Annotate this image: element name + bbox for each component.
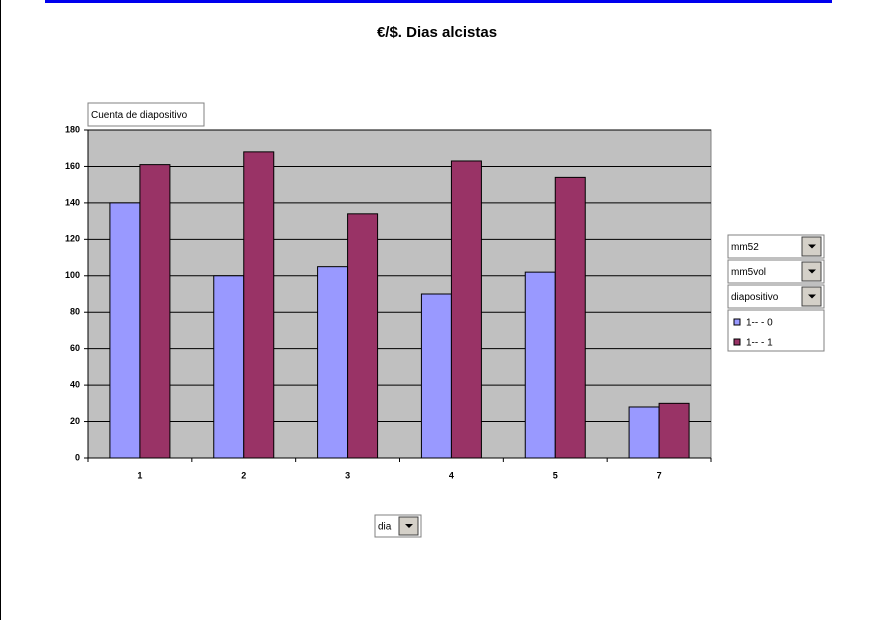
x-tick-label: 7 xyxy=(657,470,662,480)
bar xyxy=(109,202,141,459)
y-tick-label: 0 xyxy=(75,452,80,462)
y-tick-label: 60 xyxy=(70,343,80,353)
bar xyxy=(317,266,349,459)
legend-label: 1-- - 0 xyxy=(746,318,773,329)
x-tick-label: 4 xyxy=(449,470,454,480)
legend xyxy=(727,309,825,352)
series-field-button[interactable] xyxy=(727,234,825,259)
dropdown-arrow xyxy=(405,524,413,528)
y-tick-label: 80 xyxy=(70,307,80,317)
series-field-button-label: mm5vol xyxy=(731,267,766,278)
plot-area xyxy=(87,129,712,459)
dropdown-arrow xyxy=(808,294,816,299)
bar xyxy=(139,164,171,459)
y-tick-label: 180 xyxy=(65,124,80,134)
y-tick-label: 100 xyxy=(65,270,80,280)
bar xyxy=(450,160,482,459)
data-field-button-label: Cuenta de diapositivo xyxy=(91,110,188,121)
bar xyxy=(347,213,379,459)
top-bar xyxy=(45,0,832,3)
legend-swatch xyxy=(733,318,741,326)
bar xyxy=(554,176,586,459)
series-field-button-label: diapositivo xyxy=(731,292,779,303)
x-tick-label: 2 xyxy=(241,470,246,480)
category-field-button-label: dia xyxy=(378,522,392,533)
x-tick-label: 5 xyxy=(553,470,558,480)
series-field-button[interactable] xyxy=(727,284,825,309)
bar xyxy=(524,271,556,459)
series-field-button[interactable] xyxy=(727,259,825,284)
chart-title: €/$. Dias alcistas xyxy=(377,24,497,41)
y-tick-label: 20 xyxy=(70,416,80,426)
bar xyxy=(628,406,660,459)
bar xyxy=(658,402,690,459)
x-tick-label: 3 xyxy=(345,470,350,480)
legend-label: 1-- - 1 xyxy=(746,338,773,349)
dropdown-arrow xyxy=(808,244,816,249)
y-tick-label: 160 xyxy=(65,161,80,171)
y-tick-label: 140 xyxy=(65,197,80,207)
dropdown-arrow xyxy=(808,269,816,274)
y-tick-label: 120 xyxy=(65,234,80,244)
y-tick-label: 40 xyxy=(70,379,80,389)
x-tick-label: 1 xyxy=(137,470,142,480)
series-field-button-label: mm52 xyxy=(731,242,759,253)
legend-swatch xyxy=(733,338,741,346)
data-field-button[interactable] xyxy=(87,102,205,127)
bar xyxy=(213,275,245,459)
bar xyxy=(420,293,452,459)
bar xyxy=(243,151,275,459)
